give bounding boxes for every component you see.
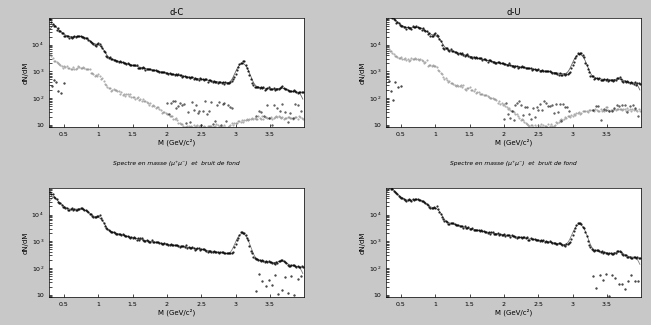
X-axis label: M (GeV/c²): M (GeV/c²): [495, 309, 532, 316]
Y-axis label: dN/dM: dN/dM: [23, 61, 29, 84]
Text: Spectre en masse (μ⁺μ⁻)  et  bruit de fond: Spectre en masse (μ⁺μ⁻) et bruit de fond: [450, 160, 577, 165]
Title: d-U: d-U: [506, 8, 521, 17]
Y-axis label: dN/dM: dN/dM: [23, 231, 29, 254]
Text: Spectre en masse (μ⁺μ⁻)  et  bruit de fond: Spectre en masse (μ⁺μ⁻) et bruit de fond: [113, 160, 240, 165]
X-axis label: M (GeV/c²): M (GeV/c²): [158, 309, 195, 316]
Y-axis label: dN/dM: dN/dM: [360, 231, 366, 254]
Title: d-C: d-C: [169, 8, 184, 17]
X-axis label: M (GeV/c²): M (GeV/c²): [158, 139, 195, 146]
X-axis label: M (GeV/c²): M (GeV/c²): [495, 139, 532, 146]
Y-axis label: dN/dM: dN/dM: [360, 61, 366, 84]
